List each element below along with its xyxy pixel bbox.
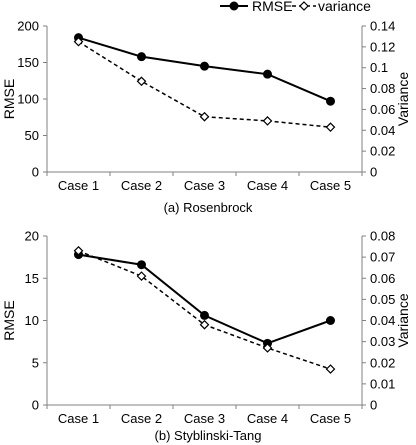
x-tick-label: Case 4 [247,178,288,193]
variance-point [199,319,210,330]
rmse-point [326,316,335,325]
right-tick-label: 0.08 [370,81,395,96]
right-tick-label: 0.14 [370,19,395,34]
left-tick-label: 0 [32,398,39,413]
right-tick-label: 0.06 [370,102,395,117]
right-tick-label: 0.06 [370,271,395,286]
legend-rmse-label: RMSE [252,0,292,14]
rmse-point [263,69,272,79]
rmse-point [200,310,209,320]
right-tick-label: 0.07 [370,250,395,265]
x-tick-label: Case 5 [310,178,351,193]
right-tick-label: 0.01 [370,376,395,391]
left-tick-label: 15 [25,271,39,286]
legend-rmse-marker [229,1,239,11]
right-tick-label: 0.1 [370,60,388,75]
x-tick-label: Case 2 [121,178,162,193]
x-tick-label: Case 1 [58,411,99,426]
right-tick-label: 0.02 [370,144,395,159]
variance-point [325,122,336,133]
caption-rosenbrock: (a) Rosenbrock [164,200,253,215]
left-tick-label: 10 [25,313,39,328]
left-tick-label: 5 [32,355,39,370]
variance-point [136,271,147,281]
rmse-point [137,260,146,270]
left-tick-label: 200 [17,19,39,34]
x-tick-label: Case 2 [121,411,162,426]
left-tick-label: 100 [17,92,39,107]
rmse-point [326,96,335,106]
y-axis-label: RMSE [1,300,17,340]
x-tick-label: Case 1 [58,178,99,193]
y2-axis-label: Variance [395,72,411,126]
legend-variance-label: variance [318,0,371,14]
y-axis-label: RMSE [1,79,17,119]
left-tick-label: 20 [25,229,39,244]
right-tick-label: 0 [370,165,377,180]
right-tick-label: 0.04 [370,123,395,138]
variance-line [78,41,331,128]
x-tick-label: Case 3 [184,178,225,193]
right-tick-label: 0 [370,398,377,413]
legend-variance-marker [299,1,309,11]
variance-point [73,36,84,47]
right-tick-label: 0.03 [370,334,395,349]
variance-point [262,116,273,126]
rmse-point [200,61,209,71]
left-tick-label: 150 [17,55,39,70]
variance-point [325,364,336,374]
right-tick-label: 0.02 [370,355,395,370]
variance-point [262,343,273,353]
x-tick-label: Case 4 [247,411,288,426]
x-tick-label: Case 3 [184,411,225,426]
variance-point [136,76,147,87]
x-tick-label: Case 5 [310,411,351,426]
right-tick-label: 0.05 [370,292,395,307]
right-tick-label: 0.08 [370,229,395,244]
chart-rosenbrock: 0 50 100 150 200 0 0.02 0.04 0.06 0.08 0.1 0.12 0.14… [1,19,411,194]
right-tick-label: 0.04 [370,313,395,328]
rmse-line [78,253,331,345]
variance-line [78,250,331,370]
left-tick-label: 50 [25,128,39,143]
chart-styblinski-tang: 0 5 10 15 20 0 0.01 0.02 0.03 0.04 0.05 0.06 0.07 0.0… [1,229,411,427]
left-tick-label: 0 [32,165,39,180]
caption-styblinski-tang: (b) Styblinski-Tang [155,428,262,443]
legend: RMSE variance [220,0,371,14]
variance-point [73,245,84,256]
y2-axis-label: Variance [395,293,411,347]
rmse-point [137,52,146,62]
right-tick-label: 0.12 [370,39,395,54]
variance-point [199,111,210,122]
